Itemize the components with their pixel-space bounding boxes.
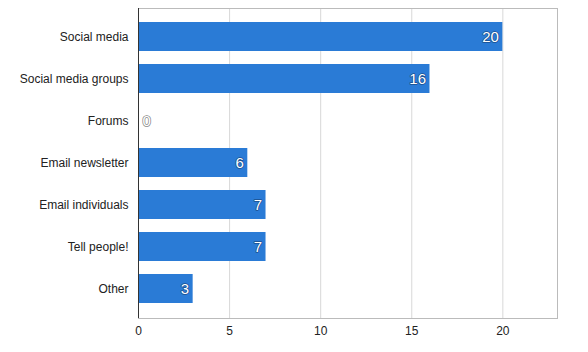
svg-text:7: 7 (254, 238, 262, 255)
svg-text:6: 6 (235, 154, 243, 171)
svg-text:20: 20 (496, 324, 510, 338)
svg-text:Social media: Social media (60, 30, 129, 44)
svg-text:20: 20 (482, 28, 499, 45)
svg-text:Tell people!: Tell people! (68, 240, 129, 254)
svg-text:5: 5 (226, 324, 233, 338)
svg-text:0: 0 (143, 112, 151, 129)
svg-text:Forums: Forums (88, 114, 129, 128)
svg-text:16: 16 (409, 70, 426, 87)
svg-text:15: 15 (405, 324, 419, 338)
svg-text:Email newsletter: Email newsletter (40, 156, 128, 170)
svg-text:3: 3 (181, 280, 189, 297)
svg-text:0: 0 (135, 324, 142, 338)
svg-text:Social media groups: Social media groups (20, 72, 129, 86)
svg-text:7: 7 (254, 196, 262, 213)
svg-text:Other: Other (98, 282, 128, 296)
svg-text:Email individuals: Email individuals (39, 198, 128, 212)
svg-text:10: 10 (314, 324, 328, 338)
